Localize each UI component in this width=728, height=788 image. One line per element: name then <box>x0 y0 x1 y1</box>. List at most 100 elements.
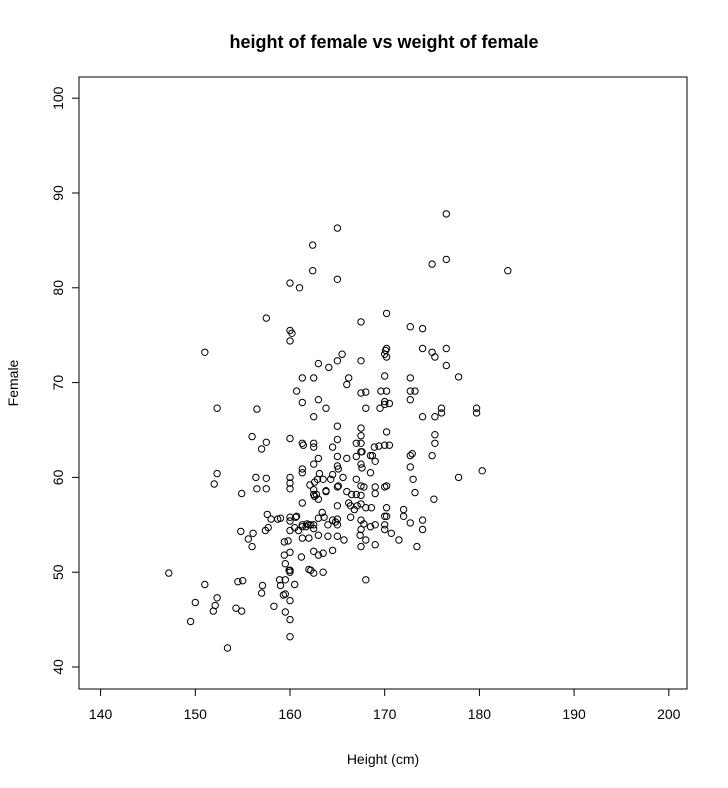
data-point <box>376 404 384 412</box>
y-tick-label: 80 <box>50 280 66 296</box>
data-point <box>213 404 221 412</box>
data-point <box>375 442 383 450</box>
y-tick-label: 40 <box>50 659 66 675</box>
data-point <box>406 519 414 527</box>
data-point <box>406 463 414 471</box>
data-point <box>315 469 324 478</box>
data-point <box>387 529 395 537</box>
data-point <box>325 363 333 372</box>
data-point <box>253 485 261 493</box>
data-point <box>186 617 195 626</box>
data-point <box>328 470 337 479</box>
data-point <box>406 396 414 404</box>
data-point <box>431 413 439 421</box>
data-point <box>312 490 321 499</box>
data-point <box>257 445 266 453</box>
data-point <box>382 344 391 353</box>
data-point <box>262 438 270 446</box>
data-point <box>431 439 439 447</box>
data-point <box>234 578 242 586</box>
data-point <box>371 489 379 498</box>
data-point <box>353 502 361 510</box>
data-point <box>418 413 427 421</box>
data-point <box>286 517 294 525</box>
data-point <box>406 374 414 382</box>
data-point <box>319 549 327 557</box>
data-point <box>310 569 318 577</box>
data-point <box>319 568 327 576</box>
y-tick-label: 70 <box>50 375 66 391</box>
data-point <box>370 443 378 451</box>
data-point <box>333 275 342 283</box>
data-point <box>223 644 232 652</box>
data-point <box>352 452 360 461</box>
data-point <box>276 581 285 590</box>
data-point <box>377 387 385 395</box>
data-point <box>334 465 342 473</box>
data-point <box>257 589 266 597</box>
data-point <box>298 465 306 473</box>
data-point <box>213 469 221 478</box>
data-point <box>504 267 512 275</box>
data-point <box>371 521 379 529</box>
data-point <box>327 475 335 483</box>
data-point <box>298 374 306 382</box>
data-point <box>360 483 368 491</box>
data-point <box>238 489 246 498</box>
data-point <box>406 451 414 460</box>
data-point <box>310 374 318 382</box>
data-point <box>237 527 245 536</box>
data-point <box>382 482 391 490</box>
data-point <box>324 521 332 529</box>
data-point <box>418 324 427 333</box>
data-point <box>309 241 317 249</box>
data-point <box>343 454 351 463</box>
data-point <box>286 615 294 624</box>
x-axis: 140 150 160 170 180 190 200 <box>89 688 681 722</box>
data-point <box>232 604 240 612</box>
data-point <box>310 521 318 529</box>
data-point <box>286 596 294 605</box>
x-tick-label: 150 <box>184 706 208 722</box>
data-point <box>292 512 301 520</box>
data-point <box>406 323 414 331</box>
data-point <box>357 357 365 365</box>
data-point <box>292 513 300 521</box>
data-point <box>333 462 342 470</box>
data-point <box>360 520 368 528</box>
data-point <box>310 439 318 447</box>
data-point <box>366 451 375 460</box>
data-point <box>366 523 375 531</box>
data-point <box>418 525 427 534</box>
x-axis-label: Height (cm) <box>347 751 419 767</box>
data-point <box>371 483 379 491</box>
data-point <box>371 457 379 465</box>
data-point <box>310 413 318 421</box>
data-point <box>333 521 342 529</box>
data-point <box>442 361 450 370</box>
data-point <box>333 483 342 491</box>
data-point <box>286 526 294 535</box>
data-point <box>239 577 247 585</box>
data-point <box>437 409 446 417</box>
data-point <box>314 531 323 539</box>
data-point <box>472 404 481 412</box>
data-point <box>381 400 389 409</box>
data-point <box>357 389 365 397</box>
y-tick-label: 60 <box>50 469 66 485</box>
data-point <box>357 525 365 534</box>
data-point <box>298 534 306 542</box>
data-point <box>431 431 439 439</box>
data-point <box>333 502 342 510</box>
data-point <box>381 525 389 534</box>
data-point <box>381 512 389 520</box>
data-point <box>413 542 421 551</box>
data-point <box>357 318 365 326</box>
data-point <box>238 607 246 615</box>
data-point <box>408 450 416 458</box>
data-point <box>395 536 403 544</box>
data-point <box>262 314 270 322</box>
data-point <box>382 309 391 318</box>
data-point <box>297 553 306 561</box>
